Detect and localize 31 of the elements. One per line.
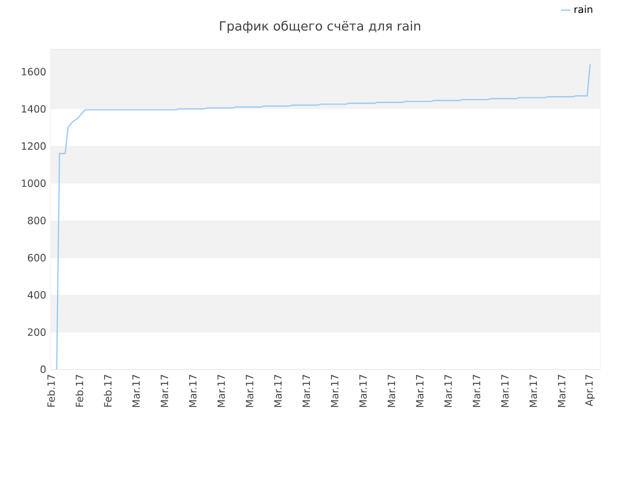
- x-tick-label: Feb.17: [76, 374, 84, 407]
- y-tick-label: 800: [28, 216, 46, 224]
- x-tick-label: Mar.17: [558, 374, 566, 407]
- x-tick-label: Mar.17: [530, 374, 538, 407]
- x-tick-label: Mar.17: [388, 374, 396, 407]
- y-tick-label: 1000: [22, 179, 46, 187]
- x-tick-label: Mar.17: [444, 374, 452, 407]
- y-tick-label: 1400: [22, 104, 46, 112]
- x-tick-label: Mar.17: [331, 374, 338, 407]
- x-tick-label: Mar.17: [218, 374, 225, 407]
- legend-label: rain: [574, 5, 592, 13]
- x-tick-label: Mar.17: [416, 374, 424, 407]
- y-tick-label: 400: [28, 290, 46, 299]
- y-tick-label: 1200: [22, 142, 46, 150]
- x-tick-label: Mar.17: [132, 374, 140, 407]
- x-tick-label: Mar.17: [246, 374, 254, 407]
- chart-title: График общего счёта для rain: [220, 20, 420, 34]
- y-tick-label: 200: [28, 328, 46, 336]
- x-tick-label: Apr.17: [585, 374, 595, 406]
- y-tick-label: 600: [28, 254, 46, 262]
- x-tick-label: Mar.17: [359, 374, 367, 407]
- x-tick-label: Feb.17: [47, 374, 55, 407]
- x-tick-label: Mar.17: [302, 374, 310, 407]
- y-tick-label: 0: [40, 365, 46, 373]
- y-tick-label: 1600: [22, 68, 46, 76]
- x-tick-label: Mar.17: [189, 374, 197, 407]
- x-tick-label: Feb.17: [104, 374, 112, 407]
- x-tick-label: Mar.17: [274, 374, 282, 407]
- x-tick-label: Mar.17: [501, 374, 509, 407]
- x-tick-label: Mar.17: [160, 374, 168, 407]
- x-tick-label: Mar.17: [472, 374, 480, 407]
